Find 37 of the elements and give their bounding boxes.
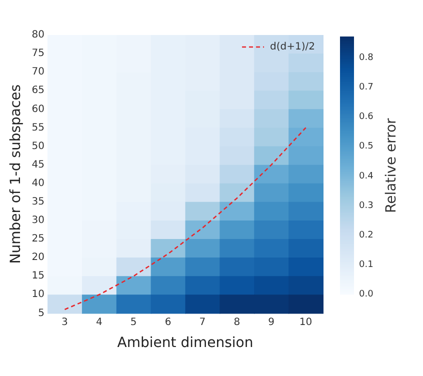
y-tick-label: 10 [32,289,45,300]
y-tick-label: 20 [32,252,45,264]
x-tick-label: 9 [268,316,275,328]
x-tick-label: 4 [96,316,102,328]
y-tick-label: 60 [32,104,45,115]
y-tick-label: 30 [32,215,45,226]
color-bar-label: 0.0 [359,290,374,300]
color-bar-label: 0.6 [359,112,374,122]
x-tick-label: 10 [299,316,312,328]
x-tick-label: 5 [130,316,137,328]
y-axis-title: Number of 1-d subspaces [8,84,24,264]
y-tick-label: 35 [32,196,45,208]
y-tick-label: 5 [38,308,45,319]
legend-label: d(d+1)/2 [270,42,316,53]
color-bar-label: 0.3 [359,200,374,211]
x-tick-label: 8 [234,316,240,328]
x-tick-label: 6 [164,316,172,328]
color-bar-label: 0.4 [359,171,374,182]
y-tick-label: 25 [32,234,45,245]
y-tick-label: 75 [32,48,45,60]
color-bar-label: 0.2 [359,230,374,240]
x-tick-label: 7 [199,316,206,328]
y-tick-label: 70 [32,66,45,78]
x-axis-title: Ambient dimension [117,335,254,352]
y-tick-label: 45 [32,159,45,170]
y-tick-label: 65 [32,85,45,96]
y-tick-label: 50 [32,140,45,152]
x-tick-label: 3 [62,316,68,328]
color-bar-title: Relative error [384,118,400,214]
y-tick-label: 80 [32,30,45,41]
y-tick-label: 15 [32,270,45,282]
y-tick-label: 55 [32,122,45,134]
color-bar-label: 0.7 [359,82,374,93]
color-bar-label: 0.8 [359,53,374,64]
y-tick-label: 40 [32,178,45,189]
color-bar-label: 0.1 [359,260,374,270]
color-bar-label: 0.5 [359,142,374,152]
